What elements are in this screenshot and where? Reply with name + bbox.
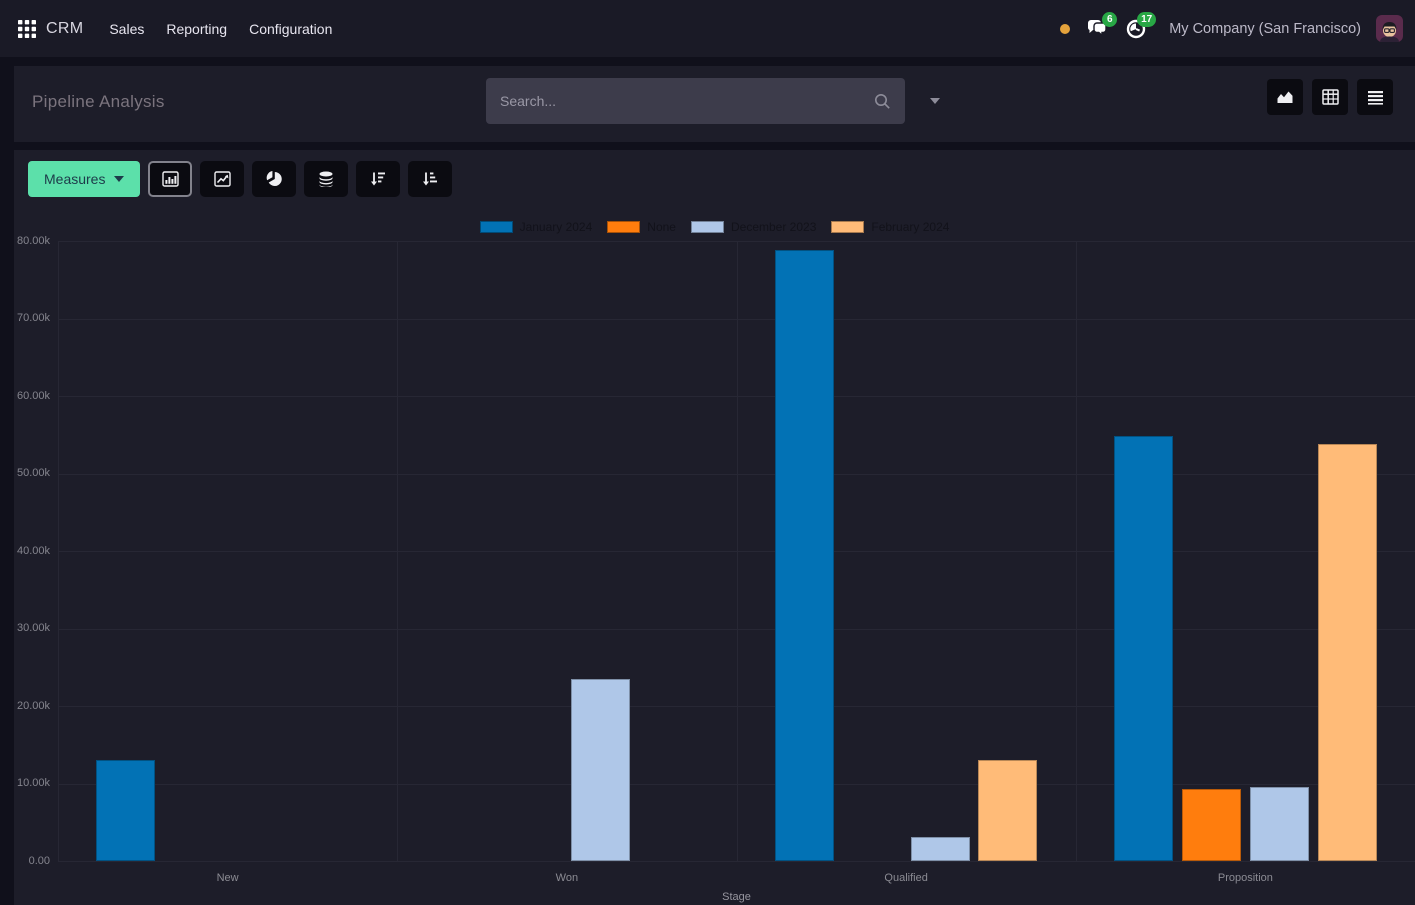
- list-view-icon: [1367, 90, 1384, 105]
- legend-item[interactable]: None: [607, 220, 676, 234]
- y-tick-label: 70.00k: [16, 312, 50, 324]
- legend-swatch: [479, 221, 513, 233]
- activity-clock-icon[interactable]: 17: [1124, 11, 1157, 40]
- y-tick-label: 30.00k: [16, 622, 50, 634]
- bar-none-proposition[interactable]: [1182, 789, 1241, 861]
- user-avatar[interactable]: [1376, 15, 1403, 42]
- search-options-toggle[interactable]: [918, 85, 952, 117]
- page-title: Pipeline Analysis: [32, 92, 165, 111]
- bar-december-2023-qualified[interactable]: [910, 836, 970, 861]
- search-input[interactable]: [500, 93, 874, 109]
- sort-ascending-button[interactable]: [408, 161, 453, 197]
- stacked-icon: [318, 171, 334, 187]
- app-name[interactable]: CRM: [46, 19, 84, 37]
- gridline-vertical: [736, 241, 738, 861]
- list-view-button[interactable]: [1357, 79, 1393, 115]
- apps-grid-icon[interactable]: [12, 14, 42, 44]
- gridline-vertical: [397, 241, 399, 861]
- x-tick-label: Won: [555, 872, 579, 884]
- legend-label: December 2023: [730, 220, 817, 234]
- messages-icon[interactable]: 6: [1085, 11, 1118, 40]
- legend-label: February 2024: [871, 220, 950, 234]
- pivot-view-icon: [1321, 89, 1339, 105]
- stacked-button[interactable]: [304, 161, 349, 197]
- messages-badge: 6: [1102, 11, 1118, 27]
- legend-swatch: [607, 221, 641, 233]
- y-tick-label: 60.00k: [16, 389, 50, 402]
- y-tick-label: 10.00k: [16, 777, 50, 789]
- search-bar: [486, 78, 905, 124]
- gridline-horizontal: [58, 861, 1415, 862]
- line-chart-button[interactable]: [200, 161, 245, 197]
- legend-item[interactable]: February 2024: [831, 220, 949, 234]
- bar-january-2024-qualified[interactable]: [774, 250, 834, 861]
- nav-item-sales[interactable]: Sales: [109, 20, 145, 37]
- area-chart-icon: [1276, 89, 1294, 105]
- bar-january-2024-proposition[interactable]: [1114, 436, 1174, 861]
- pivot-view-button[interactable]: [1312, 79, 1348, 115]
- bar-february-2024-proposition[interactable]: [1317, 444, 1377, 861]
- legend-swatch: [690, 221, 724, 233]
- sort-ascending-icon: [422, 171, 438, 187]
- search-icon[interactable]: [874, 93, 891, 110]
- graph-view-button[interactable]: [1267, 79, 1303, 115]
- x-tick-label: Proposition: [1217, 872, 1273, 884]
- line-chart-icon: [214, 171, 231, 187]
- chevron-down-icon: [114, 176, 125, 182]
- gridline-vertical: [1075, 241, 1077, 861]
- control-panel: Pipeline Analysis: [14, 66, 1415, 142]
- bar-december-2023-proposition[interactable]: [1249, 786, 1309, 861]
- legend-label: None: [647, 220, 676, 234]
- nav-menu: Sales Reporting Configuration: [107, 15, 334, 43]
- legend-item[interactable]: January 2024: [479, 220, 593, 234]
- y-tick-label: 40.00k: [16, 544, 50, 557]
- pie-chart-icon: [266, 171, 283, 187]
- bar-chart-button[interactable]: [148, 161, 193, 197]
- chevron-down-icon: [930, 98, 940, 104]
- bar-december-2023-won[interactable]: [571, 678, 631, 861]
- sort-descending-button[interactable]: [356, 161, 401, 197]
- y-tick-label: 20.00k: [16, 699, 50, 712]
- y-tick-label: 80.00k: [16, 234, 50, 247]
- legend-label: January 2024: [519, 220, 593, 234]
- x-tick-label: Qualified: [884, 872, 928, 884]
- view-switcher: [1267, 79, 1393, 115]
- sort-descending-icon: [370, 171, 386, 187]
- notification-dot[interactable]: [1060, 23, 1071, 34]
- chart-legend: January 2024 None December 2023 February 20…: [14, 219, 1415, 235]
- legend-item[interactable]: December 2023: [690, 220, 817, 234]
- bar-february-2024-qualified[interactable]: [978, 760, 1038, 862]
- measures-label: Measures: [44, 171, 106, 187]
- activities-badge: 17: [1137, 11, 1157, 27]
- legend-swatch: [831, 221, 865, 233]
- systray: 6 17 My Company (San Francisco): [1060, 11, 1403, 42]
- bar-january-2024-new[interactable]: [96, 760, 156, 862]
- graph-toolbar: Measures: [28, 161, 453, 197]
- nav-item-configuration[interactable]: Configuration: [249, 20, 333, 37]
- pie-chart-button[interactable]: [252, 161, 297, 197]
- nav-item-reporting[interactable]: Reporting: [166, 20, 228, 37]
- x-axis-title: Stage: [722, 891, 751, 903]
- y-tick-label: 0.00: [28, 854, 50, 867]
- chart-canvas: January 2024 None December 2023 February 20…: [14, 150, 1415, 905]
- graph-view-panel: Measures: [14, 150, 1415, 905]
- y-tick-label: 50.00k: [16, 467, 50, 479]
- top-navbar: CRM Sales Reporting Configuration 6: [0, 0, 1415, 57]
- bar-chart-icon: [162, 171, 179, 187]
- company-switcher[interactable]: My Company (San Francisco): [1169, 20, 1361, 37]
- measures-button[interactable]: Measures: [28, 161, 141, 197]
- gridline-vertical: [58, 241, 59, 861]
- x-tick-label: New: [216, 872, 239, 884]
